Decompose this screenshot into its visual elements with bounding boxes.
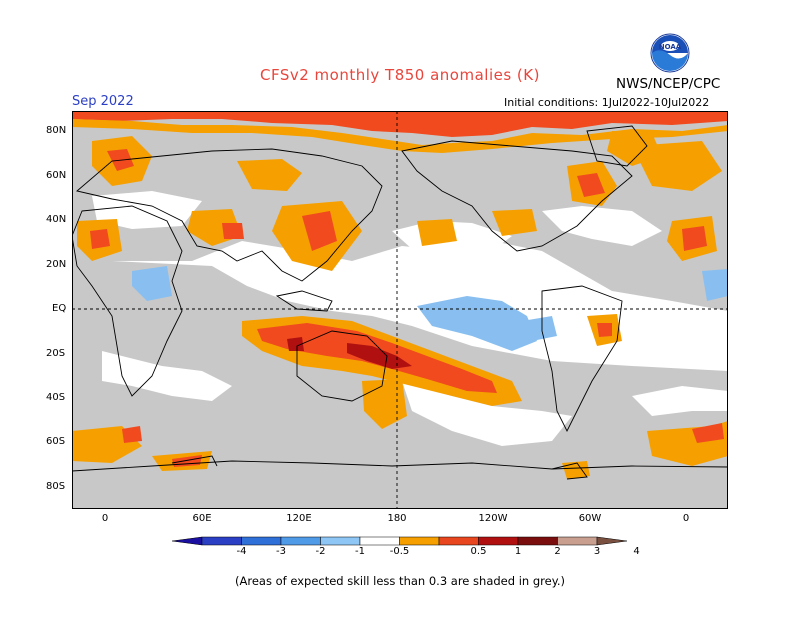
forecast-month: Sep 2022 bbox=[72, 94, 134, 109]
arctic-warm-band bbox=[72, 111, 728, 137]
colorbar-tick-label: 0.5 bbox=[470, 546, 487, 557]
south-pacific-skill bbox=[402, 381, 572, 446]
colorbar-tick-label: -4 bbox=[236, 546, 247, 557]
lat-label-60n: 60N bbox=[46, 170, 67, 181]
africa-cool bbox=[132, 266, 172, 301]
antarctica-outline-2 bbox=[171, 455, 588, 480]
lon-label-60e: 60E bbox=[192, 513, 212, 524]
lat-label-20s: 20S bbox=[46, 348, 66, 359]
colorbar-tick-label: -3 bbox=[276, 546, 286, 557]
colorbar-segment bbox=[399, 536, 440, 546]
south-atlantic-core bbox=[692, 423, 724, 443]
colorbar-tick-label: 1 bbox=[514, 546, 522, 557]
colorbar-segment bbox=[280, 536, 321, 546]
lat-label-80n: 80N bbox=[46, 125, 67, 136]
north-atlantic-skill bbox=[542, 206, 662, 246]
lat-label-40s: 40S bbox=[46, 392, 66, 403]
lon-label-120w: 120W bbox=[478, 513, 508, 524]
west-africa-core bbox=[90, 229, 110, 249]
noaa-logo-text: NOAA bbox=[659, 43, 682, 51]
colorbar-segment bbox=[478, 536, 519, 546]
east-pacific-cool bbox=[522, 316, 557, 341]
greenland-outline bbox=[586, 125, 648, 167]
noaa-logo: NOAA bbox=[650, 33, 690, 73]
colorbar-tick-label: 4 bbox=[633, 546, 640, 557]
lat-label-80s: 80S bbox=[46, 481, 66, 492]
colorbar-segment bbox=[359, 536, 400, 546]
antarctica-outline bbox=[72, 460, 728, 472]
agency-label: NWS/NCEP/CPC bbox=[616, 76, 721, 92]
south-america-core bbox=[597, 323, 612, 337]
brazil-cool bbox=[702, 269, 728, 301]
footnote: (Areas of expected skill less than 0.3 a… bbox=[235, 574, 565, 588]
indonesia-outline bbox=[275, 290, 333, 312]
spcz-warm-core-2 bbox=[287, 337, 304, 351]
colorbar-tick-label: 3 bbox=[593, 546, 601, 557]
southern-ocean-core bbox=[122, 426, 142, 443]
colorbar-segment bbox=[438, 536, 479, 546]
tibet-core bbox=[222, 223, 244, 239]
canada-warm bbox=[237, 159, 302, 191]
scandinavia-warm bbox=[632, 141, 722, 191]
colorbar-left-arrow bbox=[172, 536, 203, 546]
lat-label-60s: 60S bbox=[46, 436, 66, 447]
lon-label-180: 180 bbox=[387, 513, 407, 524]
colorbar-segment bbox=[557, 536, 598, 546]
lat-label-eq: EQ bbox=[52, 303, 67, 314]
lat-label-40n: 40N bbox=[46, 214, 67, 225]
pacific-north-warm bbox=[417, 219, 457, 246]
mid-atlantic-core bbox=[682, 226, 707, 251]
east-asia-core bbox=[302, 211, 337, 251]
africa-outline bbox=[72, 205, 183, 397]
australia-warm bbox=[362, 379, 407, 429]
atlantic-skill bbox=[632, 386, 728, 416]
north-america-outline bbox=[401, 140, 633, 252]
colorbar-segment bbox=[517, 536, 558, 546]
anomaly-map bbox=[72, 111, 728, 509]
colorbar-segment bbox=[241, 536, 282, 546]
initial-conditions: Initial conditions: 1Jul2022-10Jul2022 bbox=[504, 96, 710, 109]
colorbar-segment bbox=[320, 536, 361, 546]
lon-label-120e: 120E bbox=[286, 513, 312, 524]
colorbar bbox=[172, 536, 628, 546]
europe-asia-outline bbox=[76, 148, 383, 282]
lon-label-0: 0 bbox=[101, 513, 109, 524]
coastlines bbox=[72, 125, 728, 480]
arctic-orange-band bbox=[72, 119, 728, 153]
australia-outline bbox=[296, 330, 388, 402]
spcz-warm-core bbox=[347, 343, 412, 369]
northeast-us-core bbox=[577, 173, 605, 197]
colorbar-tick-label: -2 bbox=[315, 546, 326, 557]
colorbar-right-arrow bbox=[596, 536, 628, 546]
map-title: CFSv2 monthly T850 anomalies (K) bbox=[260, 66, 540, 84]
colorbar-tick-label: 2 bbox=[554, 546, 561, 557]
mexico-warm bbox=[492, 209, 537, 236]
central-pacific-cool bbox=[417, 296, 537, 351]
colorbar-segment bbox=[201, 536, 242, 546]
lon-label-0-east: 0 bbox=[682, 513, 690, 524]
map-frame bbox=[72, 111, 728, 509]
south-america-outline bbox=[541, 285, 623, 433]
colorbar-tick-label: -0.5 bbox=[389, 546, 410, 557]
colorbar-tick-label: -1 bbox=[355, 546, 365, 557]
south-pacific-east-warm bbox=[562, 461, 590, 479]
southern-skill-region bbox=[102, 351, 232, 401]
lat-label-20n: 20N bbox=[46, 259, 67, 270]
lon-label-60w: 60W bbox=[578, 513, 602, 524]
